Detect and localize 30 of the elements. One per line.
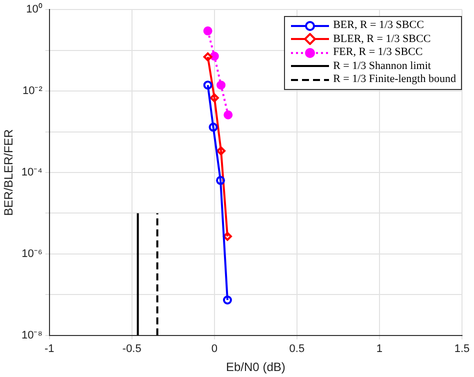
legend-label: R = 1/3 Finite-length bound bbox=[333, 73, 456, 86]
point bbox=[203, 52, 212, 62]
point bbox=[222, 232, 232, 241]
point bbox=[224, 110, 233, 120]
point bbox=[216, 80, 226, 90]
x-tick-label: -1 bbox=[44, 343, 54, 356]
y-tick-label: 10⁻⁴ bbox=[21, 166, 43, 179]
point bbox=[208, 122, 218, 132]
x-tick-label: -0.5 bbox=[122, 343, 142, 356]
point bbox=[203, 80, 212, 90]
point bbox=[222, 296, 232, 304]
y-tick-label: 10⁻² bbox=[22, 85, 43, 98]
point bbox=[203, 26, 212, 36]
x-tick-label: 1.5 bbox=[454, 343, 470, 356]
point bbox=[210, 93, 219, 102]
y-tick-label: 10⁻⁶ bbox=[22, 248, 42, 260]
y-axis-title: BER/BLER/FER bbox=[2, 128, 16, 216]
legend-label: R = 1/3 Shannon limit bbox=[333, 60, 431, 73]
point bbox=[216, 176, 226, 185]
point bbox=[210, 52, 219, 61]
y-tick-label: 10⁻⁸ bbox=[21, 329, 42, 342]
x-tick-label: 0 bbox=[211, 343, 218, 356]
legend-label: BLER, R = 1/3 SBCC bbox=[333, 32, 431, 46]
x-tick-label: 0.5 bbox=[289, 343, 305, 356]
legend-label: BER, R = 1/3 SBCC bbox=[333, 19, 424, 32]
y-tick-label: 10⁰ bbox=[26, 2, 42, 16]
x-axis-title: Eb/N0 (dB) bbox=[226, 360, 286, 374]
legend-label: FER, R = 1/3 SBCC bbox=[333, 46, 423, 60]
point bbox=[216, 146, 226, 156]
x-tick-label: 1 bbox=[376, 343, 383, 356]
